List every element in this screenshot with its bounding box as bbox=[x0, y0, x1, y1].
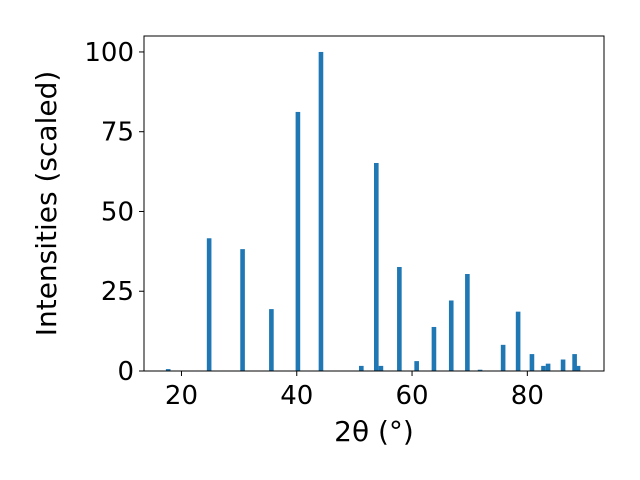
bar bbox=[378, 365, 384, 371]
bar bbox=[448, 300, 454, 371]
x-tick-label: 40 bbox=[280, 381, 313, 411]
y-tick-label: 75 bbox=[101, 118, 134, 148]
bar bbox=[575, 365, 581, 371]
bar bbox=[465, 274, 470, 371]
bar bbox=[515, 311, 521, 371]
bar bbox=[269, 309, 274, 371]
bar bbox=[431, 326, 437, 371]
y-tick-label: 0 bbox=[117, 357, 134, 387]
bar bbox=[374, 162, 379, 371]
y-axis-label: Intensities (scaled) bbox=[30, 71, 63, 337]
bar bbox=[500, 344, 506, 371]
bar bbox=[318, 51, 324, 371]
bars-group bbox=[165, 51, 581, 371]
bar bbox=[545, 363, 551, 371]
y-tick-label: 50 bbox=[101, 197, 134, 227]
bar bbox=[541, 365, 546, 371]
bar bbox=[414, 361, 419, 371]
x-tick-label: 60 bbox=[395, 381, 428, 411]
bar bbox=[295, 111, 301, 371]
x-tick-label: 20 bbox=[165, 381, 198, 411]
bar bbox=[529, 354, 535, 371]
bar bbox=[572, 354, 577, 371]
y-tick-label: 25 bbox=[101, 277, 134, 307]
bar bbox=[240, 249, 245, 371]
x-tick-label: 80 bbox=[511, 381, 544, 411]
x-axis-label: 2θ (°) bbox=[334, 415, 414, 448]
bar bbox=[165, 369, 171, 371]
bar bbox=[397, 266, 402, 371]
plot-frame bbox=[143, 35, 605, 372]
bar bbox=[560, 359, 566, 371]
y-tick-label: 100 bbox=[84, 38, 134, 68]
x-ticks-group: 20 40 60 80 bbox=[165, 371, 544, 411]
bar bbox=[477, 369, 483, 371]
y-ticks-group: 0 25 50 75 100 bbox=[84, 38, 144, 387]
bar bbox=[206, 238, 212, 371]
bar bbox=[359, 365, 364, 371]
